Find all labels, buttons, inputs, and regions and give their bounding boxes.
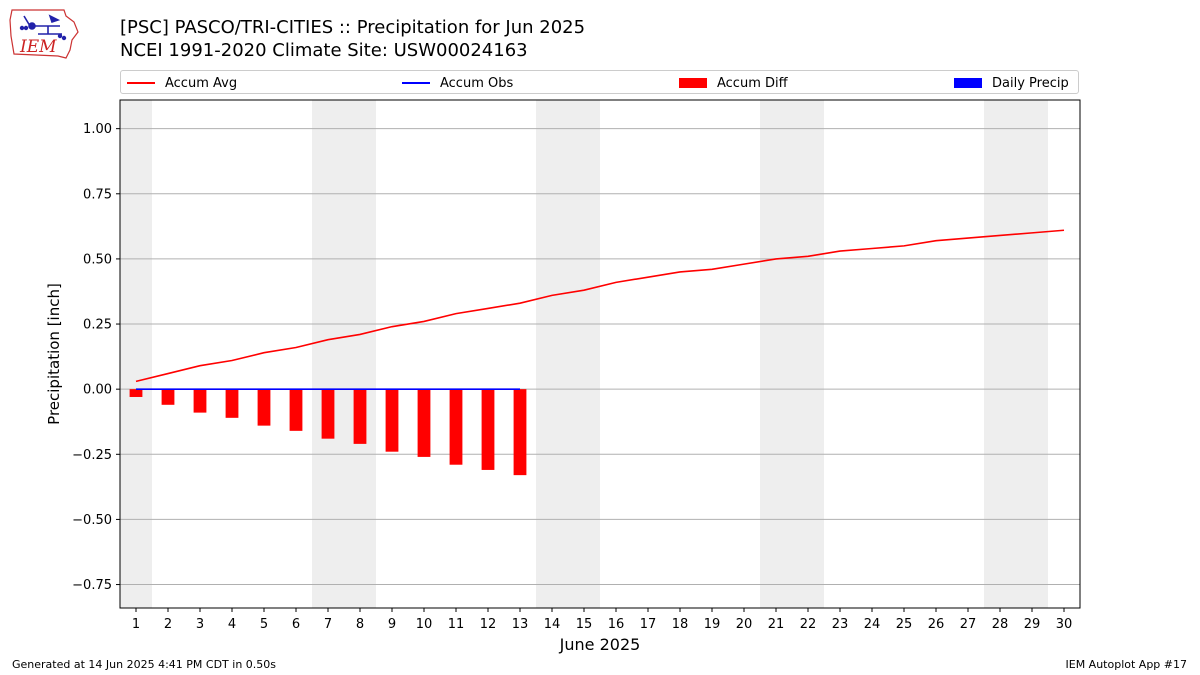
legend-swatch-accum-obs [402, 82, 430, 84]
chart-title: [PSC] PASCO/TRI-CITIES :: Precipitation … [120, 17, 586, 38]
chart-legend: Accum Avg Accum Obs Accum Diff Daily Pre… [120, 70, 1079, 94]
weather-instrument-icon [19, 14, 67, 41]
accum-diff-bar [449, 389, 463, 465]
legend-label-accum-avg: Accum Avg [165, 75, 238, 91]
legend-item-accum-obs: Accum Obs [402, 71, 513, 95]
weekend-band-1 [120, 100, 152, 608]
accum-avg-line [135, 229, 1065, 383]
weekend-band-15 [568, 100, 600, 608]
weekend-band-22 [792, 100, 824, 608]
legend-item-accum-diff: Accum Diff [679, 71, 788, 95]
iem-logo: IEM [9, 9, 79, 59]
accum-diff-bar [353, 389, 367, 444]
x-tick-label: 25 [896, 617, 913, 632]
weekend-band-28 [984, 100, 1016, 608]
y-tick-label: −0.75 [72, 578, 112, 593]
x-tick-label: 9 [388, 617, 396, 632]
x-tick-label: 24 [864, 617, 881, 632]
legend-item-daily-precip: Daily Precip [954, 71, 1069, 95]
legend-swatch-accum-diff [679, 78, 707, 88]
y-tick-label: 0.25 [83, 318, 112, 333]
accum-diff-bar [481, 389, 495, 470]
x-tick-label: 28 [992, 617, 1009, 632]
x-tick-label: 21 [768, 617, 785, 632]
x-tick-label: 4 [228, 617, 236, 632]
x-tick-label: 26 [928, 617, 945, 632]
plot-frame [119, 99, 1081, 609]
legend-item-accum-avg: Accum Avg [127, 71, 237, 95]
autoplot-app-id: IEM Autoplot App #17 [1065, 658, 1188, 671]
accum-diff-bar [193, 389, 207, 413]
accum-diff-bar [161, 389, 175, 405]
y-tick-label: 1.00 [83, 122, 112, 137]
x-tick-label: 10 [416, 617, 433, 632]
x-tick-label: 12 [480, 617, 497, 632]
accum-diff-bar [289, 389, 303, 431]
legend-label-accum-diff: Accum Diff [717, 75, 788, 91]
x-tick-label: 1 [132, 617, 140, 632]
x-axis-label: June 2025 [559, 635, 641, 654]
x-tick-label: 5 [260, 617, 268, 632]
x-tick-label: 14 [544, 617, 561, 632]
x-tick-label: 16 [608, 617, 625, 632]
y-tick-label: 0.00 [83, 383, 112, 398]
x-tick-label: 13 [512, 617, 529, 632]
x-tick-label: 3 [196, 617, 204, 632]
weekend-band-7 [312, 100, 344, 608]
weekend-band-29 [1016, 100, 1048, 608]
accum-diff-bar [417, 389, 431, 457]
x-tick-label: 19 [704, 617, 721, 632]
x-tick-label: 6 [292, 617, 300, 632]
y-tick-label: 0.50 [83, 252, 112, 267]
accum-diff-bar [321, 389, 335, 439]
x-tick-label: 20 [736, 617, 753, 632]
x-tick-label: 15 [576, 617, 593, 632]
weekend-band-14 [536, 100, 568, 608]
x-tick-label: 23 [832, 617, 849, 632]
y-tick-label: 0.75 [83, 187, 112, 202]
legend-swatch-accum-avg [127, 82, 155, 84]
weekend-band-8 [344, 100, 376, 608]
legend-swatch-daily-precip [954, 78, 982, 88]
accum-diff-bar [129, 389, 143, 397]
legend-label-accum-obs: Accum Obs [440, 75, 514, 91]
x-tick-label: 17 [640, 617, 657, 632]
x-tick-label: 2 [164, 617, 172, 632]
x-tick-label: 18 [672, 617, 689, 632]
accum-diff-bar [513, 389, 527, 476]
y-axis-label: Precipitation [inch] [45, 283, 63, 425]
accum-diff-bar [385, 389, 399, 452]
logo-text: IEM [19, 37, 57, 57]
x-tick-label: 11 [448, 617, 465, 632]
x-tick-label: 29 [1024, 617, 1041, 632]
x-tick-label: 27 [960, 617, 977, 632]
accum-diff-bar [257, 389, 271, 426]
weekend-band-21 [760, 100, 792, 608]
x-tick-label: 30 [1056, 617, 1073, 632]
x-tick-label: 8 [356, 617, 364, 632]
legend-label-daily-precip: Daily Precip [992, 75, 1069, 91]
generated-timestamp: Generated at 14 Jun 2025 4:41 PM CDT in … [12, 658, 277, 671]
accum-diff-bar [225, 389, 239, 418]
chart-subtitle: NCEI 1991-2020 Climate Site: USW00024163 [120, 40, 528, 61]
x-tick-label: 22 [800, 617, 817, 632]
x-tick-label: 7 [324, 617, 332, 632]
y-tick-label: −0.50 [72, 513, 112, 528]
y-tick-label: −0.25 [72, 448, 112, 463]
